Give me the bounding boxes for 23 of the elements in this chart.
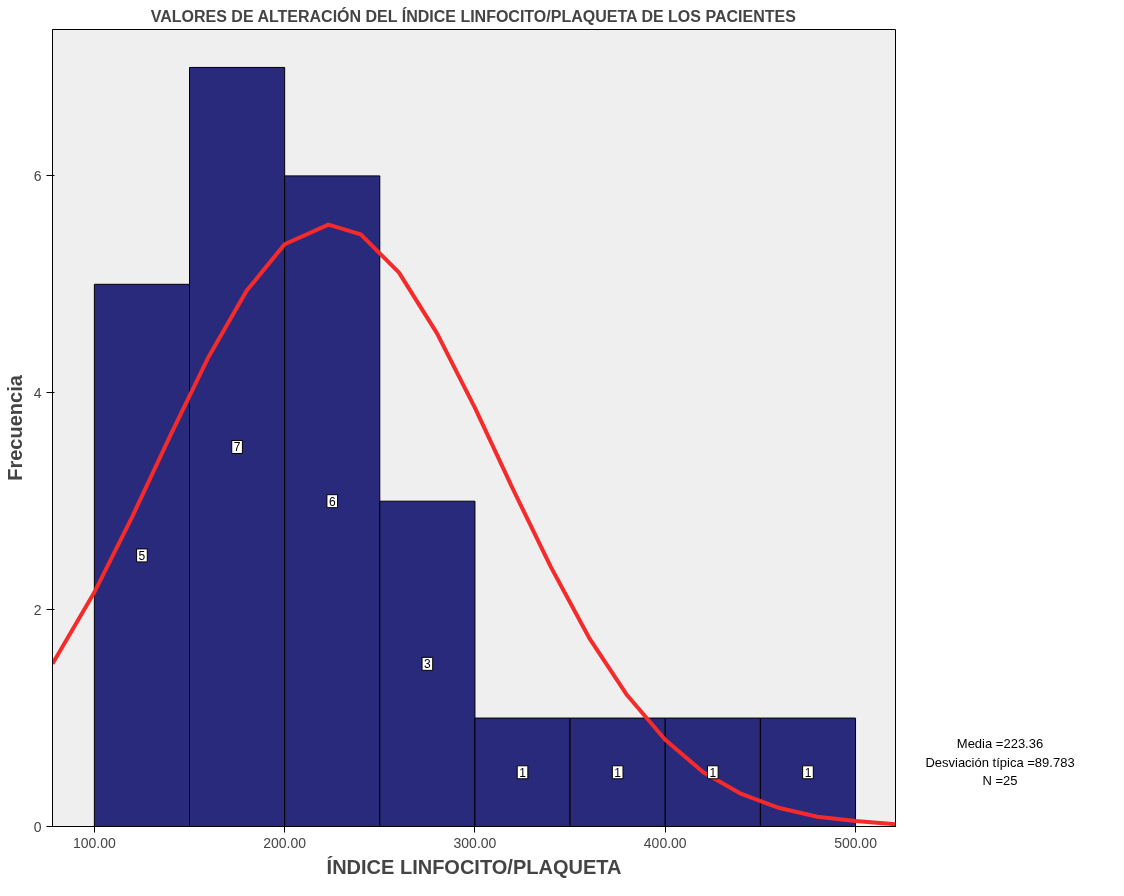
text: Media =223.36: [956, 736, 1044, 751]
data-label: 3: [424, 657, 432, 672]
y-tick-label: 2: [33, 601, 42, 618]
x-axis-title: ÍNDICE LINFOCITO/PLAQUETA: [326, 855, 622, 878]
x-tick-label: 100.00: [72, 834, 116, 851]
y-tick-label: 4: [33, 384, 42, 401]
y-tick-label: 6: [33, 167, 42, 184]
data-label: 7: [233, 440, 241, 455]
data-label: 1: [519, 765, 527, 780]
data-label: 6: [328, 494, 336, 509]
x-tick-label: 200.00: [263, 834, 307, 851]
text: N =25: [982, 773, 1018, 789]
data-label: 1: [709, 765, 717, 780]
x-tick-label: 300.00: [453, 834, 497, 851]
data-label: 1: [614, 765, 622, 780]
y-axis-title: Frecuencia: [3, 374, 26, 481]
x-tick-label: 400.00: [643, 834, 687, 851]
data-label: 1: [804, 765, 812, 780]
x-tick-label: 500.00: [834, 834, 878, 851]
y-tick-label: 0: [33, 818, 42, 835]
text: Desviación típica =89.783: [925, 754, 1075, 770]
chart-title: VALORES DE ALTERACIÓN DEL ÍNDICE LINFOCITO/PLAQUETA DE LOS PACIENTES: [150, 6, 797, 25]
data-label: 5: [138, 548, 146, 563]
